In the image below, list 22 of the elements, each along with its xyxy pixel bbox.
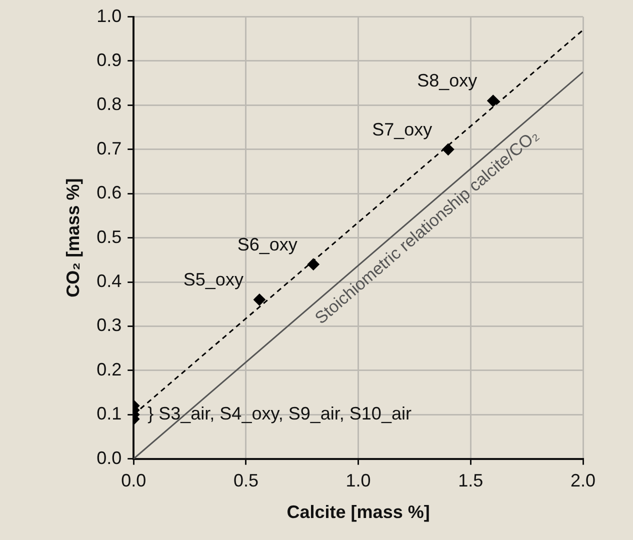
y-tick-label: 0.6 (96, 182, 122, 203)
y-axis-title: CO₂ [mass %] (62, 178, 83, 298)
y-tick-label: 0.3 (96, 315, 122, 336)
y-tick-label: 0.7 (96, 138, 122, 158)
y-tick-label: 0.1 (96, 404, 122, 424)
y-tick-label: 1.0 (96, 6, 122, 26)
x-tick-label: 1.0 (346, 470, 371, 491)
y-tick-label: 0.2 (96, 359, 122, 380)
annotation: S5_oxy (183, 270, 244, 290)
y-tick-label: 0.8 (96, 94, 122, 114)
x-tick-label: 0.0 (121, 470, 146, 491)
y-tick-label: 0.4 (96, 270, 122, 291)
annotation: S7_oxy (372, 119, 432, 140)
y-tick-label: 0.5 (96, 226, 122, 247)
x-tick-label: 2.0 (570, 470, 596, 491)
annotation: S6_oxy (237, 234, 298, 254)
y-tick-label: 0.9 (96, 50, 122, 70)
x-tick-label: 0.5 (233, 470, 258, 491)
annotation: S8_oxy (417, 70, 478, 91)
y-tick-label: 0.0 (96, 448, 122, 468)
x-tick-label: 1.5 (458, 470, 484, 491)
x-axis-title: Calcite [mass %] (286, 502, 430, 522)
